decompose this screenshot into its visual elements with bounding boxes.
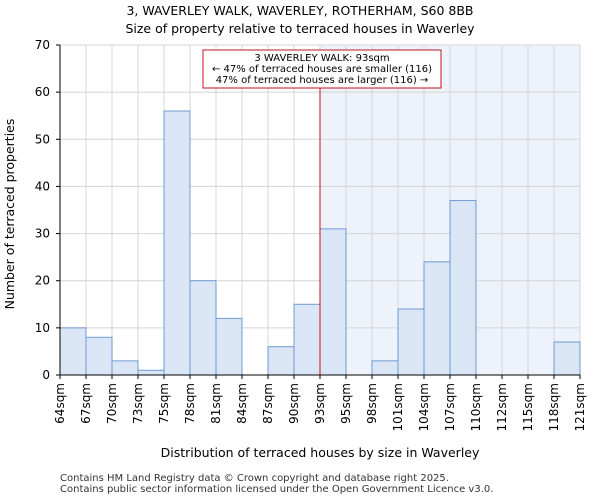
bar-107sqm bbox=[449, 200, 477, 376]
bar-101sqm bbox=[397, 308, 425, 376]
chart-subtitle: Size of property relative to terraced ho… bbox=[125, 21, 475, 36]
bar-73sqm bbox=[137, 369, 165, 376]
x-tick-label: 78sqm bbox=[183, 383, 197, 424]
chart-title: 3, WAVERLEY WALK, WAVERLEY, ROTHERHAM, S… bbox=[126, 3, 473, 18]
x-tick-label: 95sqm bbox=[339, 383, 353, 424]
x-tick-label: 67sqm bbox=[79, 383, 93, 424]
x-ticks-group: 64sqm 67sqm 70sqm 73sqm 75sqm 78sqm 81sqm 84sqm… bbox=[53, 375, 587, 431]
x-tick-label: 70sqm bbox=[105, 383, 119, 424]
bar-64sqm bbox=[59, 327, 87, 376]
y-tick-label: 20 bbox=[35, 274, 50, 288]
bar-67sqm bbox=[85, 336, 113, 376]
x-tick-label: 110sqm bbox=[469, 383, 483, 431]
x-tick-label: 121sqm bbox=[573, 383, 587, 431]
y-tick-label: 40 bbox=[35, 179, 50, 193]
footer-line-2: Contains public sector information licen… bbox=[60, 484, 493, 495]
y-tick-label: 50 bbox=[35, 132, 50, 146]
y-tick-label: 30 bbox=[35, 227, 50, 241]
x-tick-label: 73sqm bbox=[131, 383, 145, 424]
bar-118sqm bbox=[553, 341, 581, 376]
footer-line-1: Contains HM Land Registry data © Crown c… bbox=[60, 473, 449, 484]
x-tick-label: 64sqm bbox=[53, 383, 67, 424]
x-tick-label: 101sqm bbox=[391, 383, 405, 431]
annotation-box-frame bbox=[202, 49, 442, 89]
bars-group bbox=[59, 110, 581, 376]
x-tick-label: 84sqm bbox=[235, 383, 249, 424]
y-tick-label: 0 bbox=[42, 368, 50, 382]
x-tick-label: 104sqm bbox=[417, 383, 431, 431]
y-tick-label: 10 bbox=[35, 321, 50, 335]
bar-78sqm bbox=[189, 280, 217, 376]
bar-75sqm bbox=[163, 110, 191, 376]
x-tick-label: 98sqm bbox=[365, 383, 379, 424]
y-tick-label: 70 bbox=[35, 38, 50, 52]
bar-81sqm bbox=[215, 317, 243, 376]
x-tick-label: 93sqm bbox=[313, 383, 327, 424]
x-tick-label: 118sqm bbox=[547, 383, 561, 431]
bar-87sqm bbox=[267, 346, 295, 376]
x-tick-label: 115sqm bbox=[521, 383, 535, 431]
bar-70sqm bbox=[111, 360, 139, 376]
y-tick-label: 60 bbox=[35, 85, 50, 99]
annotation-box: 3 WAVERLEY WALK: 93sqm ← 47% of terraced… bbox=[202, 49, 442, 89]
bar-98sqm bbox=[371, 360, 399, 376]
bar-93sqm bbox=[319, 228, 347, 376]
annotation-line-2: ← 47% of terraced houses are smaller (11… bbox=[212, 64, 432, 75]
annotation-line-3: 47% of terraced houses are larger (116) … bbox=[216, 75, 429, 86]
x-tick-label: 90sqm bbox=[287, 383, 301, 424]
x-tick-label: 112sqm bbox=[495, 383, 509, 431]
x-axis-label: Distribution of terraced houses by size … bbox=[161, 445, 480, 460]
bar-90sqm bbox=[293, 303, 321, 376]
x-tick-label: 107sqm bbox=[443, 383, 457, 431]
x-tick-label: 81sqm bbox=[209, 383, 223, 424]
y-axis-label: Number of terraced properties bbox=[2, 119, 17, 310]
annotation-line-1: 3 WAVERLEY WALK: 93sqm bbox=[254, 53, 389, 64]
x-tick-label: 87sqm bbox=[261, 383, 275, 424]
x-tick-label: 75sqm bbox=[157, 383, 171, 424]
bar-104sqm bbox=[423, 261, 451, 376]
y-ticks-group: 0 10 20 30 40 50 60 70 bbox=[35, 38, 60, 382]
